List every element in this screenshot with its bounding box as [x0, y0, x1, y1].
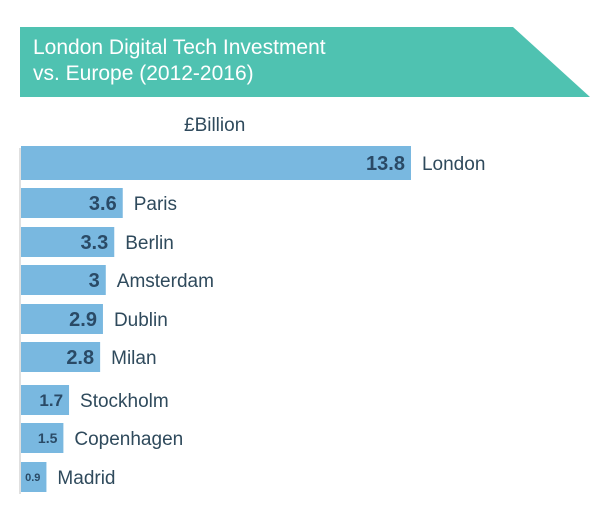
- unit-label: £Billion: [184, 115, 246, 136]
- value-label-copenhagen: 1.5: [38, 430, 58, 446]
- category-label-berlin: Berlin: [125, 233, 174, 254]
- bar-dublin: [21, 304, 103, 334]
- value-label-stockholm: 1.7: [39, 391, 63, 410]
- value-label-dublin: 2.9: [69, 309, 97, 331]
- bar-berlin: [21, 227, 115, 257]
- bar-paris: [21, 188, 123, 218]
- value-label-milan: 2.8: [66, 347, 94, 369]
- chart-title-line-2: vs. Europe (2012-2016): [33, 62, 254, 85]
- bar-madrid: [21, 462, 47, 492]
- title-banner: [20, 27, 590, 97]
- bar-milan: [21, 342, 101, 372]
- value-label-berlin: 3.3: [80, 232, 108, 254]
- category-label-madrid: Madrid: [57, 468, 115, 489]
- category-label-amsterdam: Amsterdam: [117, 271, 214, 292]
- category-label-milan: Milan: [111, 348, 156, 369]
- value-label-paris: 3.6: [89, 193, 117, 215]
- bar-copenhagen: [21, 423, 64, 453]
- title-banner-shape: [20, 27, 590, 97]
- category-label-stockholm: Stockholm: [80, 391, 169, 412]
- bar-london: [21, 146, 411, 180]
- value-label-madrid: 0.9: [25, 472, 40, 484]
- bar-amsterdam: [21, 265, 106, 295]
- category-label-paris: Paris: [134, 194, 177, 215]
- value-label-amsterdam: 3: [89, 270, 100, 292]
- y-axis-line: [19, 148, 21, 494]
- value-label-london: 13.8: [366, 153, 405, 175]
- bar-stockholm: [21, 385, 70, 415]
- category-label-dublin: Dublin: [114, 310, 168, 331]
- category-label-london: London: [422, 154, 485, 175]
- category-label-copenhagen: Copenhagen: [74, 429, 183, 450]
- chart-title-line-1: London Digital Tech Investment: [33, 36, 326, 59]
